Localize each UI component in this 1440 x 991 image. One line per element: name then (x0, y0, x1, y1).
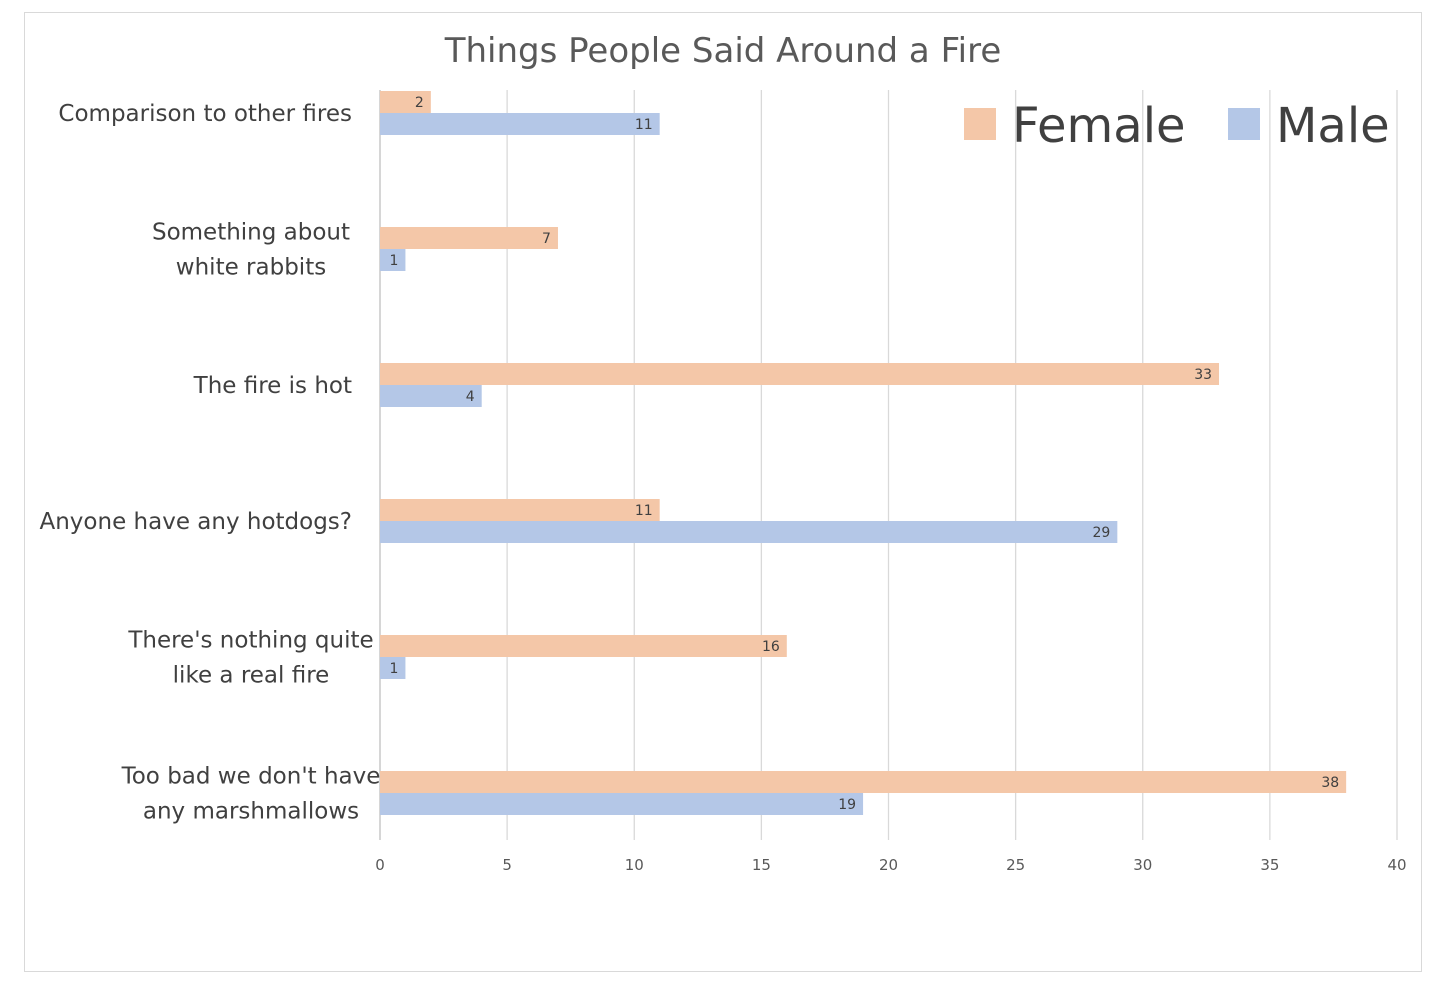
data-label: 16 (762, 639, 780, 655)
legend-swatch-female (964, 108, 996, 140)
bar-male (380, 249, 406, 271)
bar-female (380, 635, 787, 657)
x-tick-label: 5 (502, 856, 512, 874)
x-tick-label: 35 (1260, 856, 1279, 874)
data-label: 33 (1194, 367, 1212, 383)
bar-female (380, 771, 1347, 793)
data-label: 11 (635, 503, 653, 519)
bar-female (380, 227, 558, 249)
category-label: white rabbits (176, 255, 326, 281)
x-tick-label: 40 (1387, 856, 1406, 874)
data-label: 29 (1092, 525, 1110, 541)
bar-male (380, 385, 482, 407)
bar-male (380, 521, 1118, 543)
category-label: any marshmallows (143, 799, 359, 825)
category-label: Comparison to other fires (58, 101, 352, 127)
bar-male (380, 657, 406, 679)
legend-label-male: Male (1276, 98, 1390, 154)
category-label: Anyone have any hotdogs? (40, 509, 353, 535)
x-tick-label: 20 (879, 856, 898, 874)
data-label: 4 (466, 389, 475, 405)
data-label: 2 (415, 95, 424, 111)
data-label: 19 (838, 797, 856, 813)
data-label: 11 (635, 117, 653, 133)
bar-female (380, 363, 1220, 385)
category-label: The fire is hot (193, 373, 352, 399)
x-tick-label: 10 (625, 856, 644, 874)
category-label: Too bad we don't have (121, 764, 381, 790)
chart-title: Things People Said Around a Fire (444, 31, 1002, 71)
category-label: like a real fire (173, 663, 330, 689)
data-label: 1 (390, 661, 399, 677)
legend-label-female: Female (1012, 98, 1186, 154)
legend-swatch-male (1228, 108, 1260, 140)
x-tick-label: 25 (1006, 856, 1025, 874)
data-label: 7 (542, 231, 551, 247)
data-label: 38 (1321, 775, 1339, 791)
bar-female (380, 499, 660, 521)
bar-female (380, 91, 431, 113)
bar-male (380, 113, 660, 135)
x-tick-label: 30 (1133, 856, 1152, 874)
category-label: Something about (152, 220, 350, 246)
data-label: 1 (390, 253, 399, 269)
category-label: There's nothing quite (127, 628, 373, 654)
x-tick-label: 0 (375, 856, 385, 874)
bar-male (380, 793, 864, 815)
x-tick-label: 15 (752, 856, 771, 874)
